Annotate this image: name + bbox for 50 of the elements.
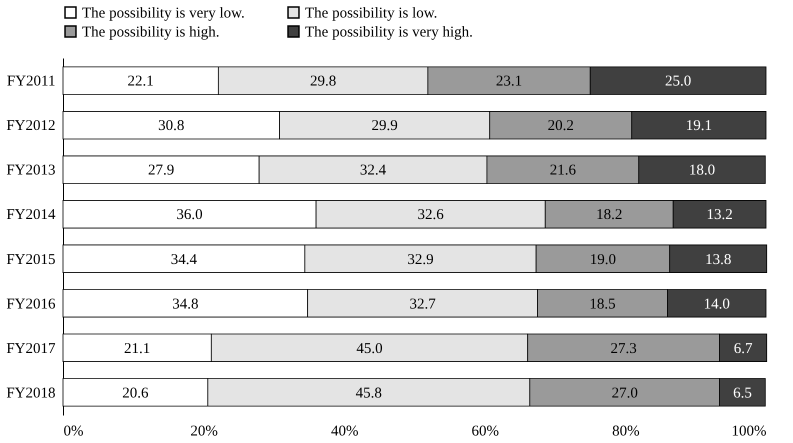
data-label: 18.5 [589,296,616,312]
data-label: 13.8 [705,252,732,268]
y-tick-label: FY2014 [6,207,56,224]
data-label: 32.7 [409,296,436,312]
y-tick-label: FY2017 [6,340,56,357]
data-label: 29.9 [371,118,398,134]
data-label: 30.8 [158,118,184,134]
data-label: 32.9 [407,252,434,268]
legend-label: The possibility is very low. [82,6,245,22]
data-label: 21.6 [550,162,576,179]
y-tick-label: FY2015 [6,252,56,268]
data-label: 36.0 [176,207,203,224]
data-label: 6.7 [734,340,754,357]
data-label: 27.9 [148,162,174,179]
data-label: 32.6 [418,207,444,224]
data-label: 27.3 [610,340,637,357]
x-tick-label: 20% [190,424,218,440]
x-tick-label: 100% [732,424,766,440]
x-tick-label: 80% [612,424,640,440]
data-label: 20.6 [122,385,150,402]
y-tick-label: FY2018 [6,385,56,402]
data-label: 32.4 [360,162,387,179]
data-label: 18.2 [596,207,622,224]
data-label: 34.4 [170,252,198,268]
data-label: 21.1 [124,340,150,357]
y-tick-label: FY2016 [6,296,56,312]
data-label: 19.1 [686,118,712,134]
y-tick-label: FY2012 [6,118,56,134]
legend-label: The possibility is high. [82,24,220,40]
data-label: 19.0 [590,252,616,268]
data-label: 45.8 [356,385,382,402]
legend-label: The possibility is very high. [305,24,473,40]
data-label: 45.0 [356,340,383,357]
data-label: 14.0 [704,296,730,312]
data-label: 22.1 [128,74,154,90]
y-tick-label: FY2013 [6,162,56,179]
data-label: 27.0 [612,385,638,402]
x-tick-label: 0% [64,424,84,440]
data-label: 34.8 [172,296,198,312]
data-label: 18.0 [688,162,716,179]
data-label: 23.1 [496,74,522,90]
data-label: 20.2 [548,118,574,134]
data-label: 13.2 [706,207,733,224]
data-label: 29.8 [310,74,336,90]
data-label: 6.5 [733,385,752,402]
data-label: 25.0 [665,74,692,90]
legend-label: The possibility is low. [305,6,438,22]
x-tick-label: 40% [330,424,358,440]
x-tick-label: 60% [472,424,500,440]
y-tick-label: FY2011 [6,74,56,90]
